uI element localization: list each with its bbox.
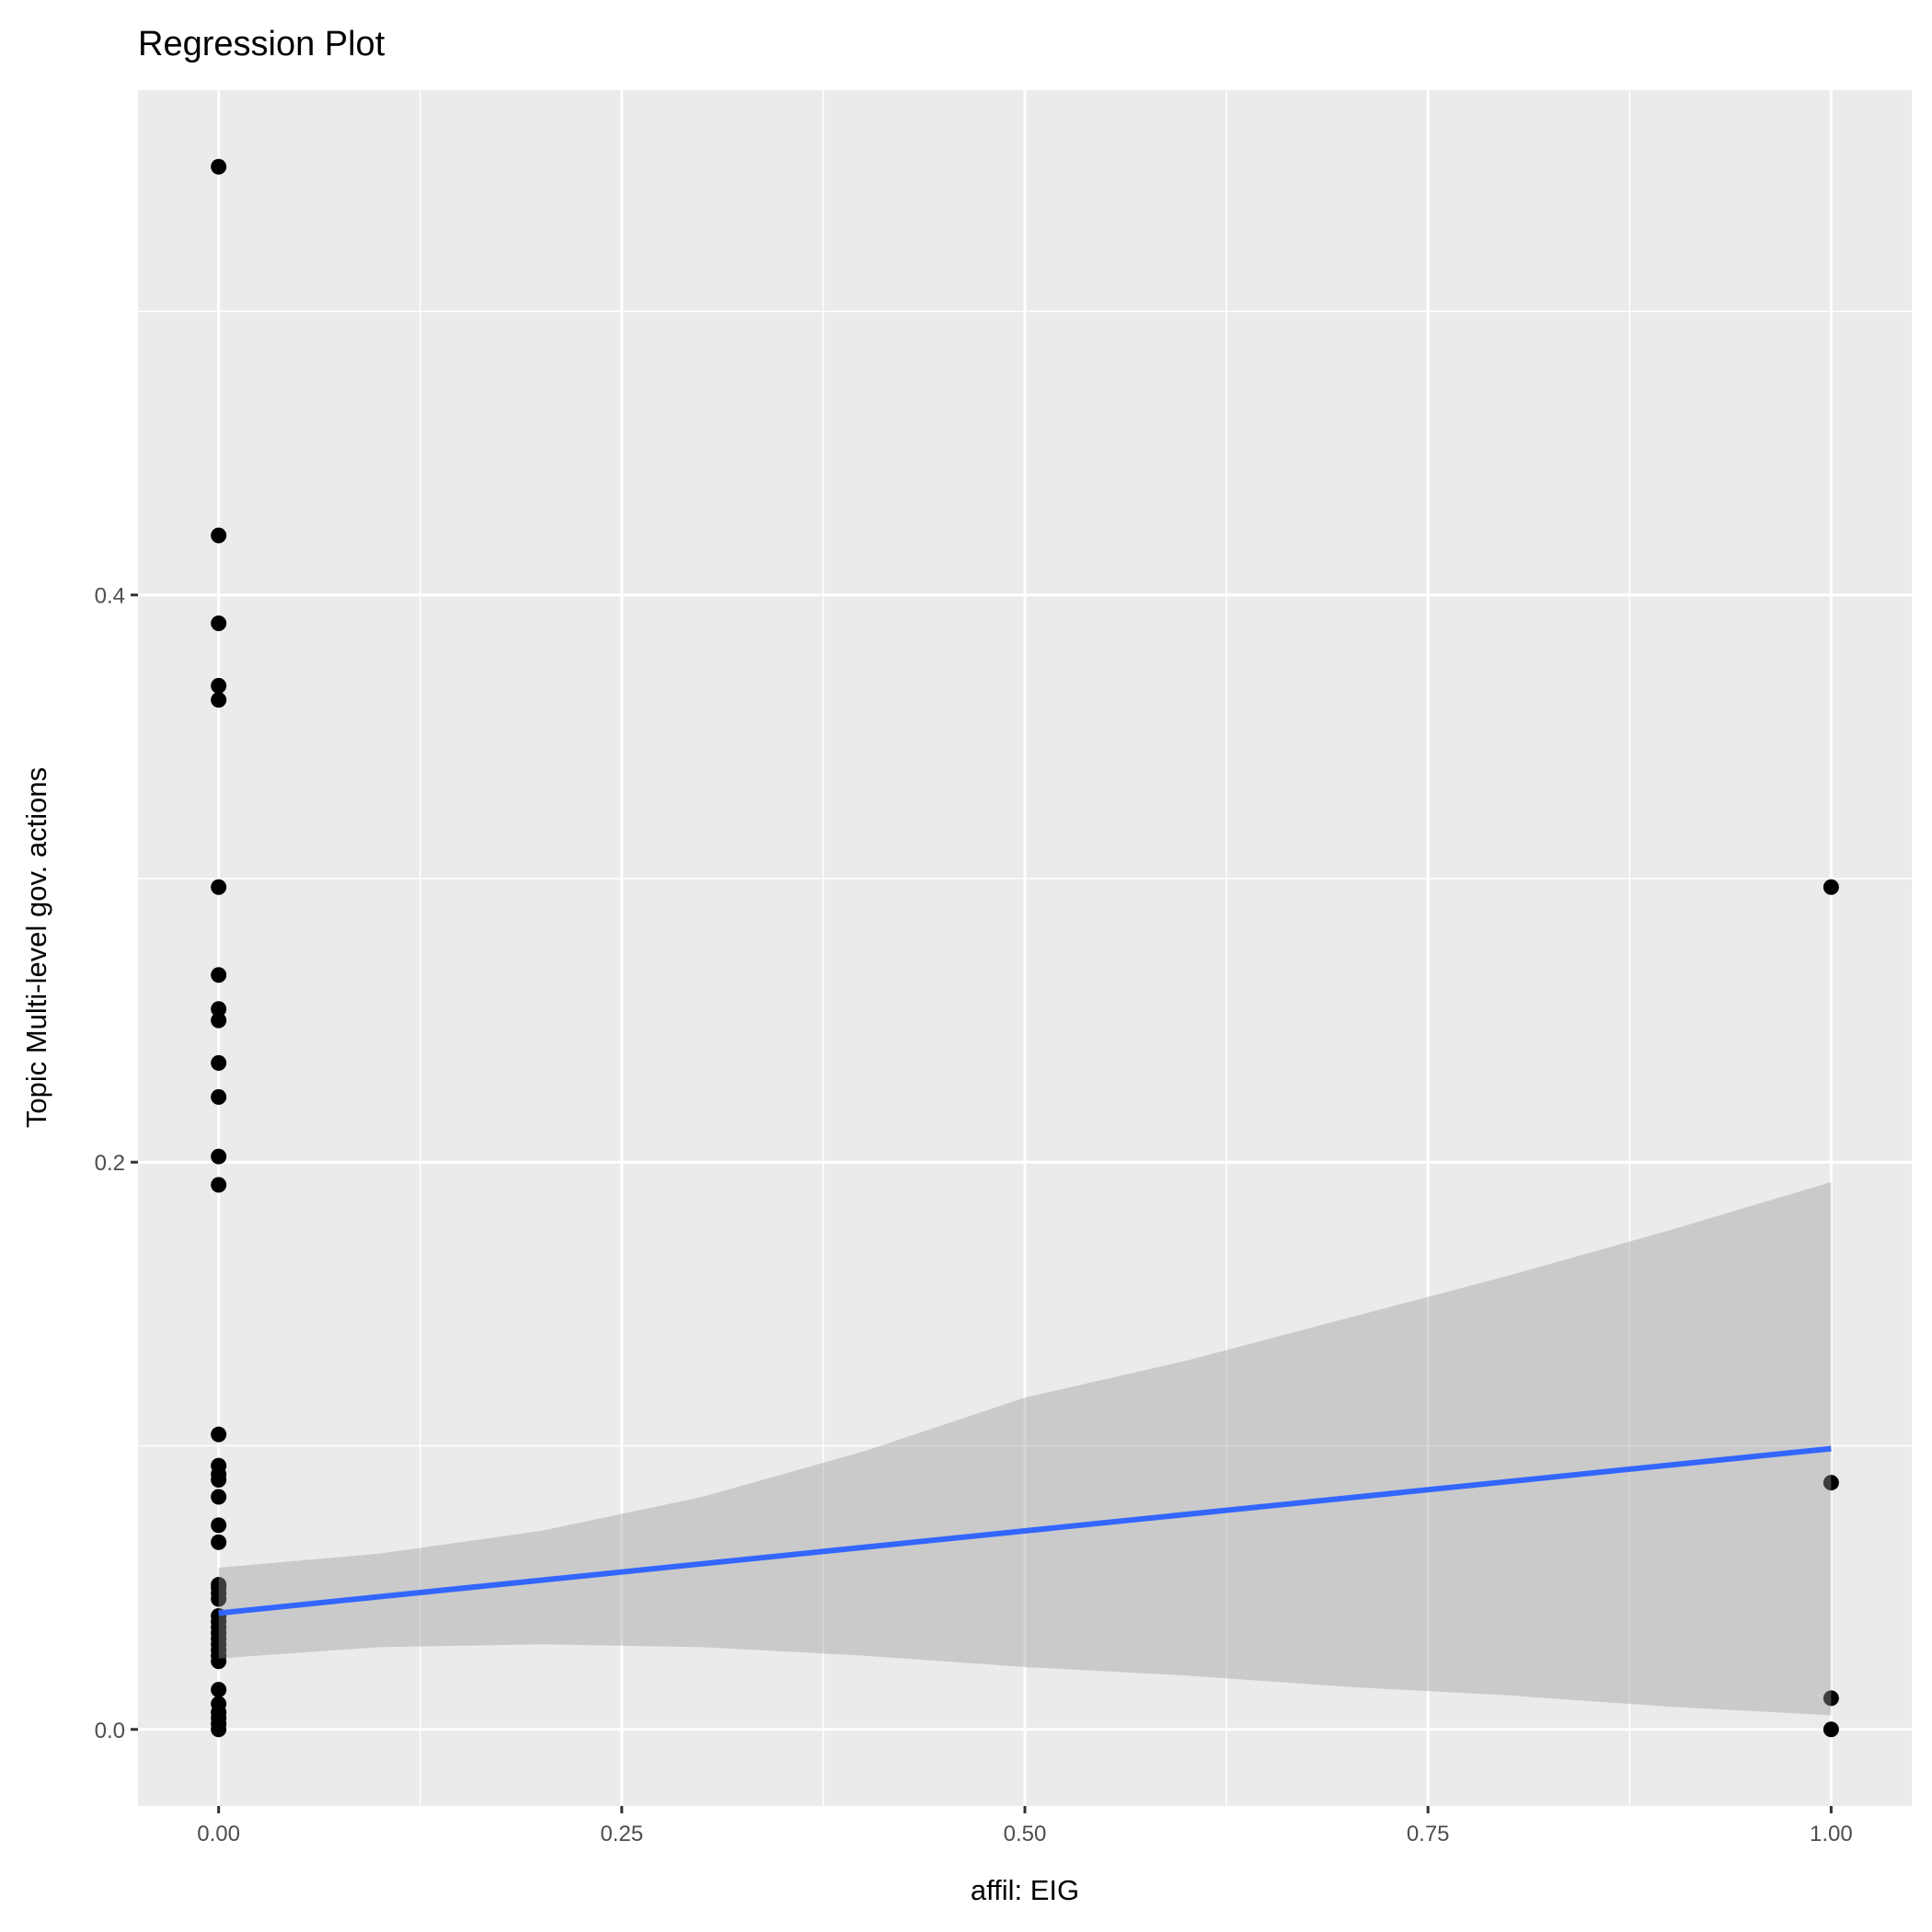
data-point (211, 1426, 227, 1443)
regression-line (218, 1445, 1832, 1616)
data-point (211, 1489, 227, 1505)
x-axis-title: affil: EIG (971, 1874, 1079, 1906)
data-point (211, 1088, 227, 1105)
data-point (211, 1177, 227, 1193)
data-point (211, 879, 227, 895)
data-point (211, 1517, 227, 1534)
y-axis-title: Topic Multi-level gov. actions (20, 767, 52, 1128)
data-point (211, 1721, 227, 1738)
y-tick-label: 0.2 (95, 1151, 125, 1176)
y-tick-label: 0.4 (95, 584, 125, 609)
data-point (211, 1001, 227, 1018)
data-point (211, 1653, 227, 1670)
data-point (1823, 1721, 1839, 1738)
data-point (211, 1591, 227, 1607)
y-tick-label: 0.0 (95, 1719, 125, 1743)
data-point (211, 1534, 227, 1550)
data-point (1823, 879, 1839, 895)
data-point (211, 158, 227, 175)
data-point (211, 1471, 227, 1488)
x-tick-label: 0.75 (1407, 1822, 1450, 1846)
data-point (211, 1054, 227, 1071)
x-tick-label: 0.00 (197, 1822, 240, 1846)
chart-title: Regression Plot (138, 25, 385, 63)
data-point (211, 1148, 227, 1165)
data-point (211, 967, 227, 983)
data-point (211, 677, 227, 694)
data-point (211, 1682, 227, 1698)
x-tick-label: 1.00 (1810, 1822, 1853, 1846)
data-point (1823, 1475, 1839, 1491)
confidence-band (218, 1181, 1832, 1716)
data-point (211, 692, 227, 708)
data-point (1823, 1690, 1839, 1707)
data-point (211, 527, 227, 544)
x-tick-label: 0.50 (1004, 1822, 1047, 1846)
x-tick-label: 0.25 (600, 1822, 643, 1846)
data-point (211, 1012, 227, 1029)
data-point (211, 615, 227, 632)
